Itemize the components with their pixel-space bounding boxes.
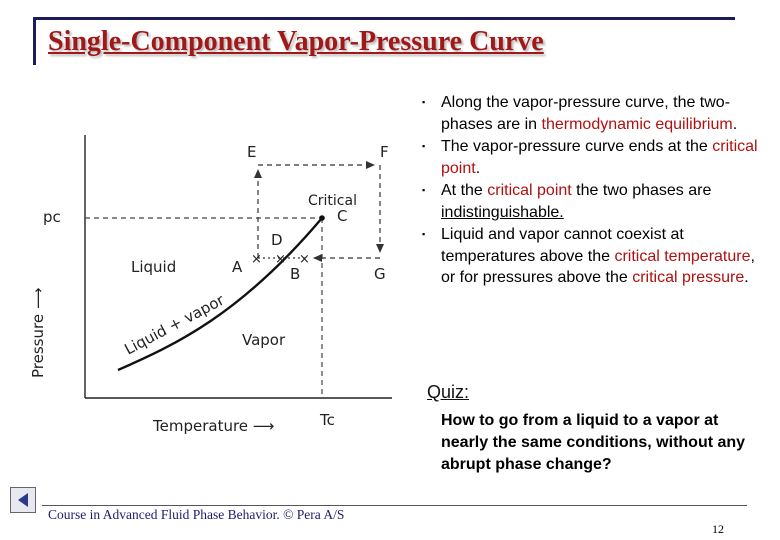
bullet-marker-icon: ▪ [422, 97, 426, 107]
phase-diagram: × × × pc Tc Pressure ⟶ Temperature ⟶ Liq… [29, 135, 392, 435]
pc-label: pc [43, 208, 61, 226]
vapor-pressure-curve [117, 217, 323, 372]
bullet-marker-icon: ▪ [422, 185, 426, 195]
bullet-marker-icon: ▪ [422, 229, 426, 239]
bullet-marker-icon: ▪ [422, 141, 426, 151]
quiz-label: Quiz: [427, 382, 470, 402]
point-f-label: F [380, 143, 389, 161]
point-d-label: D [271, 231, 283, 249]
footer-divider [42, 505, 747, 506]
title-frame-top [33, 17, 735, 20]
critical-label: Critical [308, 193, 357, 209]
point-a-mark: × [251, 252, 262, 267]
page-number: 12 [712, 522, 724, 536]
point-b-mark: × [299, 252, 310, 267]
liquid-vapor-label: Liquid + vapor [121, 290, 228, 358]
point-a-label: A [232, 258, 243, 276]
title-frame-left [33, 17, 36, 65]
pressure-axis-label: Pressure ⟶ [29, 288, 47, 378]
bullet-list: ▪ Along the vapor-pressure curve, the two… [420, 92, 760, 290]
tc-label: Tc [319, 411, 335, 429]
quiz-question: How to go from a liquid to a vapor at ne… [441, 412, 746, 473]
bullet-item: ▪ Liquid and vapor cannot coexist at temp… [422, 226, 755, 286]
bullet-item: ▪ At the critical point the two phases ar… [422, 182, 712, 221]
bullet-item: ▪ Along the vapor-pressure curve, the two… [422, 94, 738, 133]
point-b-label: B [290, 265, 300, 283]
slide-title: Single-Component Vapor-Pressure Curve [48, 26, 544, 57]
back-nav-button[interactable] [10, 487, 36, 513]
point-g-label: G [374, 265, 386, 283]
bullet-item: ▪ The vapor-pressure curve ends at the cr… [422, 138, 758, 177]
footer-text: Course in Advanced Fluid Phase Behavior.… [48, 507, 345, 522]
back-arrow-icon [18, 493, 28, 507]
vapor-region-label: Vapor [242, 331, 286, 349]
critical-point-dot [319, 215, 325, 221]
point-e-label: E [247, 143, 256, 161]
point-d-mark: × [275, 252, 286, 267]
point-c-label: C [337, 207, 347, 225]
temperature-axis-label: Temperature ⟶ [152, 417, 274, 435]
liquid-region-label: Liquid [131, 258, 176, 276]
